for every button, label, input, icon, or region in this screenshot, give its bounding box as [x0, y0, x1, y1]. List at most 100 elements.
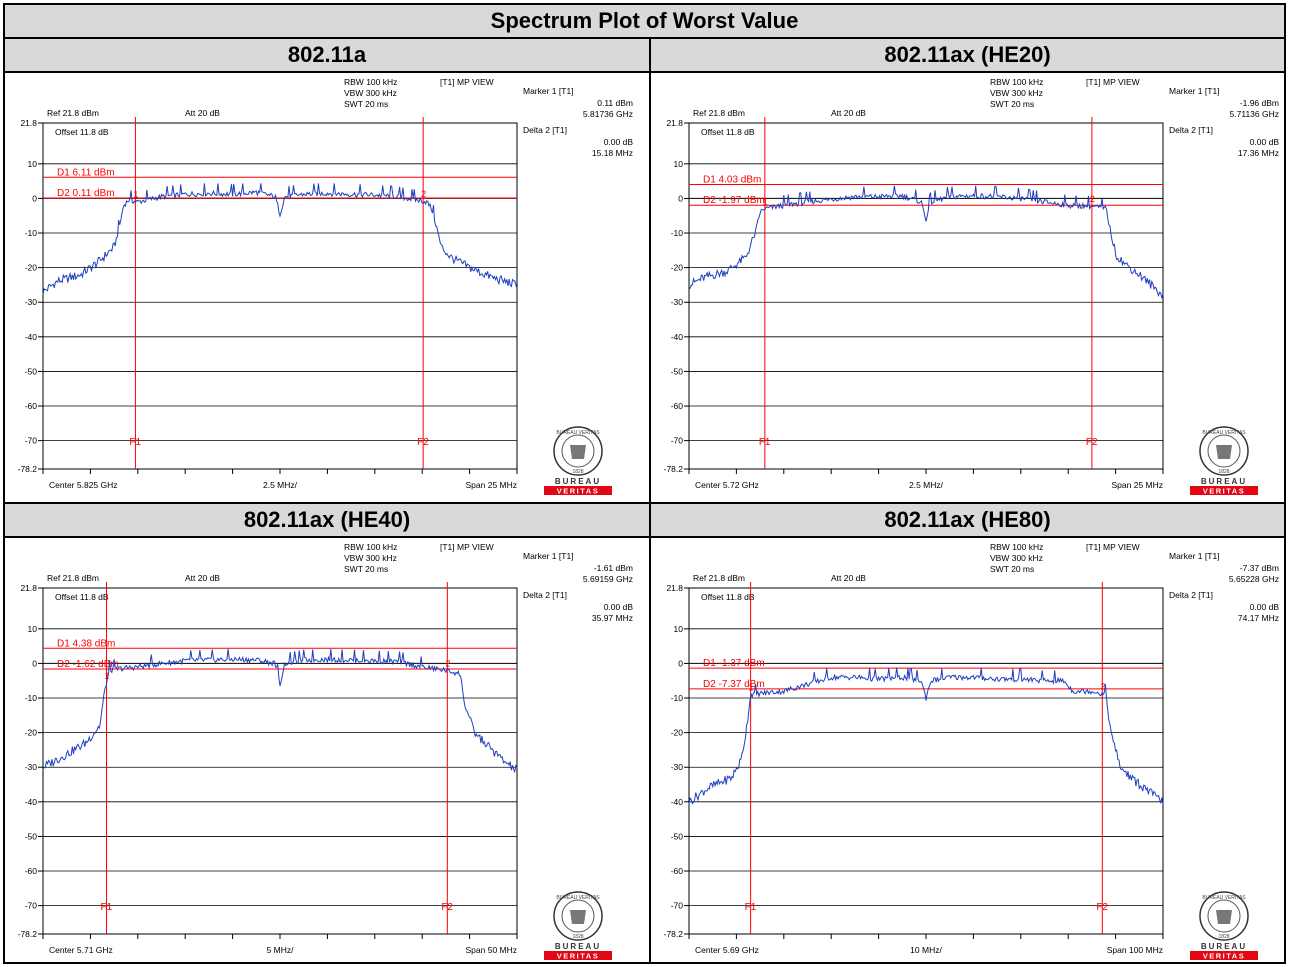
y-tick-label: -60: [25, 866, 38, 876]
swt-label: SWT 20 ms: [990, 564, 1034, 574]
y-tick-label: 0: [678, 658, 683, 668]
logo-shield-icon: [570, 445, 586, 459]
y-tick-label: -40: [671, 332, 684, 342]
y-tick-label: -78.2: [18, 929, 38, 939]
logo-seal-year: 1828: [572, 469, 583, 475]
y-tick-label: -78.2: [664, 464, 684, 474]
y-tick-label: -50: [671, 831, 684, 841]
marker2-tag: 2: [445, 659, 450, 669]
marker2-tag: 2: [1100, 682, 1105, 692]
swt-label: SWT 20 ms: [990, 99, 1034, 109]
span-label: Span 100 MHz: [1107, 945, 1163, 955]
spectrum-trace: [688, 185, 1164, 299]
y-tick-label: -20: [25, 728, 38, 738]
y-tick-label: -10: [25, 693, 38, 703]
frequency-line-f2-label: F2: [1086, 437, 1098, 448]
view-mode-label: [T1] MP VIEW: [1086, 77, 1140, 87]
frequency-per-division: 2.5 MHz/: [909, 480, 944, 490]
frequency-per-division: 5 MHz/: [267, 945, 295, 955]
y-tick-label: 21.8: [666, 583, 683, 593]
rbw-label: RBW 100 kHz: [344, 77, 397, 87]
delta2-label: Delta 2 [T1]: [523, 590, 567, 600]
frequency-line-f1-label: F1: [759, 437, 771, 448]
logo-wordmark-top: BUREAU: [1201, 477, 1247, 486]
y-tick-label: -78.2: [18, 464, 38, 474]
logo-wordmark-bottom: VERITAS: [557, 487, 599, 496]
logo-seal-year: 1828: [572, 934, 583, 940]
y-tick-label: -50: [25, 831, 38, 841]
display-line-d1-label: D1 4.38 dBm: [57, 638, 115, 649]
swt-label: SWT 20 ms: [344, 564, 388, 574]
reference-level: Ref 21.8 dBm: [693, 108, 745, 118]
y-tick-label: -78.2: [664, 929, 684, 939]
panel-heading: 802.11a: [5, 39, 649, 73]
frequency-line-f2-label: F2: [1096, 902, 1108, 913]
center-frequency: Center 5.825 GHz: [49, 480, 118, 490]
logo-wordmark-band: [1190, 951, 1258, 960]
swt-label: SWT 20 ms: [344, 99, 388, 109]
panel-heading: 802.11ax (HE20): [651, 39, 1284, 73]
y-tick-label: -40: [25, 332, 38, 342]
logo-wordmark-band: [544, 486, 612, 495]
vbw-label: VBW 300 kHz: [990, 553, 1043, 563]
marker1-label: Marker 1 [T1]: [1169, 86, 1220, 96]
marker2-tag: 2: [421, 189, 426, 199]
marker1-label: Marker 1 [T1]: [523, 86, 574, 96]
display-line-d1-label: D1 4.03 dBm: [703, 174, 761, 185]
delta2-frequency: 17.36 MHz: [1238, 148, 1279, 158]
logo-seal-text: BUREAU VERITAS: [556, 430, 600, 436]
logo-shield-icon: [570, 910, 586, 924]
y-tick-label: -20: [671, 263, 684, 273]
logo-shield-icon: [1216, 910, 1232, 924]
y-tick-label: -10: [25, 228, 38, 238]
offset-label: Offset 11.8 dB: [701, 127, 755, 137]
display-line-d1-label: D1 -1.37 dBm: [703, 658, 765, 669]
row-divider: [5, 502, 1284, 504]
center-frequency: Center 5.71 GHz: [49, 945, 113, 955]
display-line-d2-label: D2 0.11 dBm: [57, 188, 115, 199]
y-tick-label: -20: [25, 263, 38, 273]
marker1-label: Marker 1 [T1]: [523, 551, 574, 561]
frequency-line-f2-label: F2: [441, 902, 453, 913]
spectrum-trace: [42, 183, 518, 295]
y-tick-label: 0: [32, 658, 37, 668]
display-line-d2-label: D2 -7.37 dBm: [703, 679, 765, 690]
center-frequency: Center 5.72 GHz: [695, 480, 759, 490]
offset-label: Offset 11.8 dB: [55, 127, 109, 137]
frequency-line-f1-label: F1: [129, 437, 141, 448]
span-label: Span 25 MHz: [1112, 480, 1164, 490]
span-label: Span 50 MHz: [466, 945, 518, 955]
frequency-line-f1-label: F1: [101, 902, 113, 913]
y-tick-label: 21.8: [666, 118, 683, 128]
logo-seal-year: 1828: [1218, 469, 1229, 475]
attenuation: Att 20 dB: [831, 573, 866, 583]
logo-seal-year: 1828: [1218, 934, 1229, 940]
y-tick-label: -70: [25, 436, 38, 446]
rbw-label: RBW 100 kHz: [990, 77, 1043, 87]
frequency-per-division: 2.5 MHz/: [263, 480, 298, 490]
y-tick-label: -60: [25, 401, 38, 411]
y-tick-label: -30: [671, 762, 684, 772]
vbw-label: VBW 300 kHz: [344, 88, 397, 98]
reference-level: Ref 21.8 dBm: [47, 573, 99, 583]
y-tick-label: -70: [671, 436, 684, 446]
delta2-level: 0.00 dB: [604, 602, 634, 612]
logo-wordmark-bottom: VERITAS: [557, 952, 599, 961]
y-tick-label: -60: [671, 866, 684, 876]
panel-heading: 802.11ax (HE80): [651, 504, 1284, 538]
panel-80211ax-he20: 802.11ax (HE20) RBW 100 kHz VBW 300 kHz SW…: [651, 39, 1284, 502]
y-tick-label: -50: [671, 366, 684, 376]
y-tick-label: -70: [25, 901, 38, 911]
delta2-label: Delta 2 [T1]: [1169, 125, 1213, 135]
view-mode-label: [T1] MP VIEW: [440, 77, 494, 87]
logo-seal-text: BUREAU VERITAS: [1202, 895, 1246, 901]
center-frequency: Center 5.69 GHz: [695, 945, 759, 955]
y-tick-label: -10: [671, 693, 684, 703]
attenuation: Att 20 dB: [831, 108, 866, 118]
panel-80211ax-he80: 802.11ax (HE80) RBW 100 kHz VBW 300 kHz SW…: [651, 504, 1284, 964]
marker1-tag: 1: [749, 683, 754, 693]
view-mode-label: [T1] MP VIEW: [1086, 542, 1140, 552]
